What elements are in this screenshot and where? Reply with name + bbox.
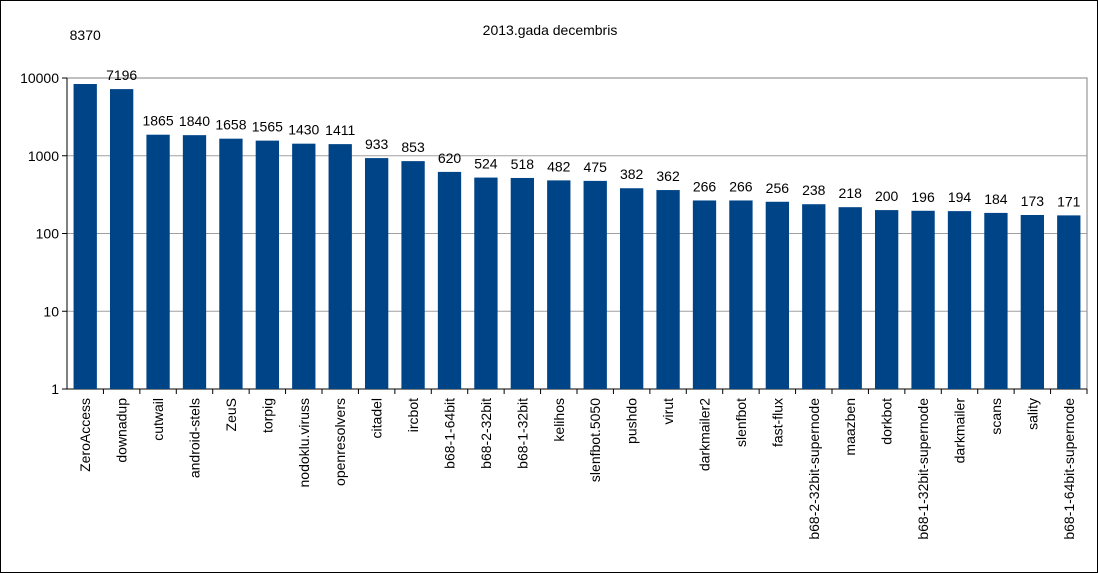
- x-tick-label: ircbot: [405, 398, 421, 432]
- bar: [146, 134, 170, 389]
- data-label: 238: [802, 182, 826, 198]
- bar: [583, 180, 607, 389]
- x-tick-label: pushdo: [624, 398, 640, 444]
- bar: [219, 138, 243, 389]
- bar: [619, 188, 644, 389]
- x-tick-label: darkmailer: [952, 398, 968, 464]
- data-label: 475: [584, 159, 608, 175]
- bar: [510, 177, 535, 389]
- x-tick-label: dorkbot: [879, 398, 895, 445]
- bar: [73, 84, 97, 390]
- bar: [838, 207, 862, 389]
- bar: [364, 158, 389, 389]
- data-label: 184: [984, 191, 1008, 207]
- bar: [765, 201, 790, 389]
- x-tick-label: sality: [1024, 398, 1040, 430]
- data-label: 620: [438, 150, 462, 166]
- bar: [547, 180, 571, 389]
- bar: [182, 135, 207, 389]
- x-tick-label: cutwail: [150, 398, 166, 441]
- y-tick-label: 1000: [28, 148, 59, 164]
- x-tick-label: virut: [660, 398, 676, 425]
- y-tick-label: 10000: [20, 70, 59, 86]
- x-tick-label: torpig: [259, 398, 275, 433]
- data-label: 7196: [106, 67, 137, 83]
- bar: [401, 161, 425, 389]
- x-tick-label: openresolvers: [332, 398, 348, 486]
- bar: [911, 210, 935, 389]
- bar: [729, 200, 753, 389]
- x-tick-label: b68-2-32bit-supernode: [806, 398, 822, 540]
- x-tick-label: ZeroAccess: [77, 398, 93, 472]
- x-tick-label: fast-flux: [769, 398, 785, 447]
- x-tick-label: downadup: [114, 398, 130, 463]
- data-label: 1658: [215, 117, 246, 133]
- y-tick-label: 1: [51, 381, 59, 397]
- data-label: 1865: [142, 113, 173, 129]
- data-label: 218: [839, 185, 863, 201]
- data-label: 1411: [325, 122, 355, 138]
- data-label: 362: [656, 168, 680, 184]
- bar: [255, 140, 280, 389]
- bar: [474, 177, 498, 389]
- data-label: 200: [875, 188, 899, 204]
- data-label: 173: [1021, 193, 1045, 209]
- x-tick-label: scans: [988, 398, 1004, 435]
- bar: [328, 144, 352, 389]
- bar: [1057, 215, 1081, 389]
- data-label: 256: [766, 180, 790, 196]
- x-tick-label: citadel: [369, 398, 385, 438]
- bar: [292, 143, 316, 389]
- data-label: 853: [401, 139, 425, 155]
- data-label: 196: [911, 189, 935, 205]
- bar: [109, 89, 134, 390]
- x-tick-label: b68-1-64bit: [442, 398, 458, 469]
- x-tick-label: b68-2-32bit: [478, 398, 494, 469]
- bar: [692, 200, 717, 389]
- data-label: 482: [547, 158, 571, 174]
- chart-title: 2013.gada decembris: [483, 22, 618, 38]
- data-label: 518: [511, 156, 535, 172]
- x-tick-label: maazben: [842, 398, 858, 456]
- x-tick-label: ZeuS: [223, 398, 239, 431]
- data-label: 8370: [70, 27, 101, 43]
- bar: [947, 211, 972, 389]
- data-label: 1430: [288, 122, 319, 138]
- data-label: 933: [365, 136, 389, 152]
- bar: [656, 190, 680, 389]
- x-tick-label: b68-1-64bit-supernode: [1061, 398, 1077, 540]
- x-tick-label: slenfbot.5050: [587, 398, 603, 482]
- data-label: 382: [620, 166, 644, 182]
- data-label: 266: [693, 178, 717, 194]
- bar: [437, 171, 462, 389]
- x-tick-label: b68-1-32bit-supernode: [915, 398, 931, 540]
- data-label: 524: [474, 156, 498, 172]
- x-tick-label: nodoklu.viruss: [296, 398, 312, 488]
- x-tick-label: darkmailer2: [697, 398, 713, 471]
- data-label: 266: [729, 178, 753, 194]
- data-label: 194: [948, 189, 972, 205]
- bar: [984, 212, 1008, 389]
- data-label: 1840: [179, 113, 210, 129]
- x-tick-label: b68-1-32bit: [514, 398, 530, 469]
- y-tick-label: 10: [43, 303, 59, 319]
- data-label: 171: [1057, 193, 1081, 209]
- bar: [1020, 214, 1045, 389]
- x-tick-label: kelihos: [551, 398, 567, 442]
- bar: [874, 210, 899, 389]
- x-tick-label: android-stels: [187, 398, 203, 478]
- y-tick-label: 100: [36, 226, 60, 242]
- bar: [802, 204, 826, 389]
- x-tick-label: slenfbot: [733, 398, 749, 447]
- data-label: 1565: [252, 119, 283, 135]
